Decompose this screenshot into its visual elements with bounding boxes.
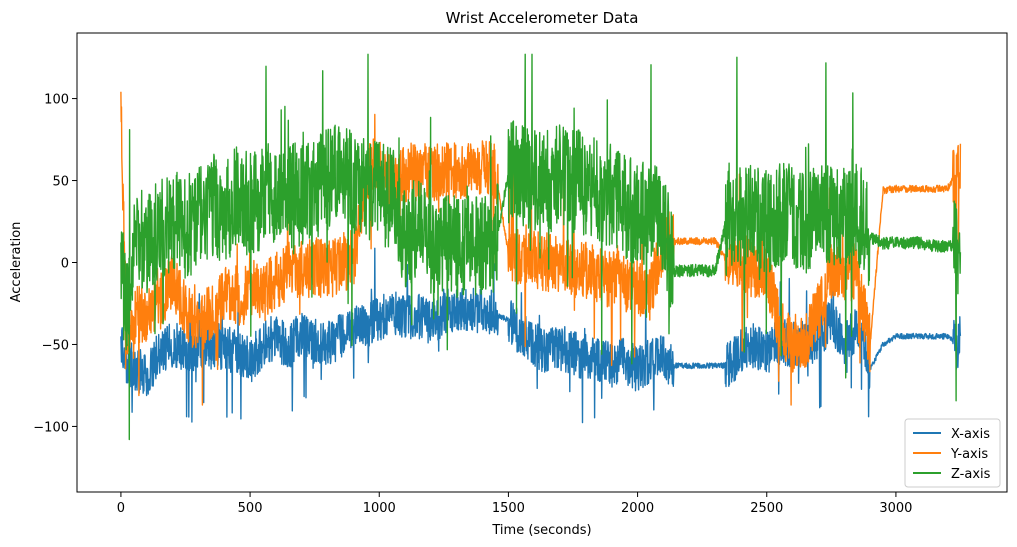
x-tick-label: 500	[238, 501, 263, 516]
series-line-z-axis	[120, 53, 962, 441]
y-tick-label: 50	[52, 175, 69, 190]
y-tick-label: 0	[61, 257, 69, 272]
x-axis-label: Time (seconds)	[491, 523, 591, 538]
x-tick-label: 2500	[750, 501, 783, 516]
y-axis-label: Acceleration	[9, 222, 24, 303]
y-tick-label: −100	[33, 420, 69, 435]
x-tick-label: 1000	[363, 501, 396, 516]
chart-title: Wrist Accelerometer Data	[446, 9, 639, 27]
legend: X-axis Y-axis Z-axis	[904, 418, 1001, 488]
y-tick-label: −50	[42, 338, 69, 353]
x-tick-label: 2000	[621, 501, 654, 516]
legend-label: Y-axis	[950, 447, 988, 462]
y-tick-label: 100	[44, 93, 69, 108]
x-axis: 0 500 1000 1500 2000 2500 3000	[117, 492, 912, 516]
series-layer	[120, 53, 962, 441]
legend-label: X-axis	[951, 427, 990, 442]
y-axis: −100 −50 0 50 100	[33, 93, 77, 435]
legend-label: Z-axis	[951, 467, 991, 482]
x-tick-label: 1500	[492, 501, 525, 516]
x-tick-label: 3000	[879, 501, 912, 516]
legend-box	[904, 418, 1001, 488]
x-tick-label: 0	[117, 501, 125, 516]
series-line-x-axis	[120, 247, 962, 424]
